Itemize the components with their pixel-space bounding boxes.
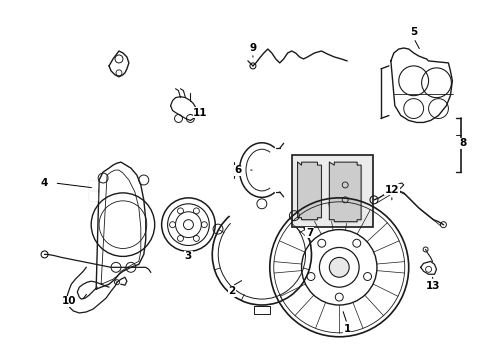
Text: 4: 4 — [41, 178, 48, 188]
Text: 7: 7 — [305, 228, 312, 238]
Text: 1: 1 — [343, 324, 350, 334]
Circle shape — [328, 257, 348, 277]
Polygon shape — [420, 261, 436, 274]
Text: 12: 12 — [384, 185, 398, 195]
Text: 8: 8 — [459, 138, 466, 148]
Polygon shape — [89, 192, 97, 200]
Bar — [291, 155, 372, 227]
Text: 5: 5 — [409, 27, 416, 37]
Text: 13: 13 — [426, 281, 440, 291]
Polygon shape — [390, 48, 451, 122]
Text: 10: 10 — [62, 296, 77, 306]
Text: 6: 6 — [234, 165, 241, 175]
Text: 11: 11 — [193, 108, 207, 117]
Polygon shape — [328, 162, 360, 222]
Polygon shape — [297, 162, 321, 220]
Text: 2: 2 — [228, 286, 235, 296]
Polygon shape — [170, 96, 196, 121]
Polygon shape — [96, 162, 145, 289]
Text: 9: 9 — [249, 43, 256, 53]
Text: 3: 3 — [184, 251, 192, 261]
Polygon shape — [109, 51, 129, 77]
Polygon shape — [89, 181, 97, 189]
